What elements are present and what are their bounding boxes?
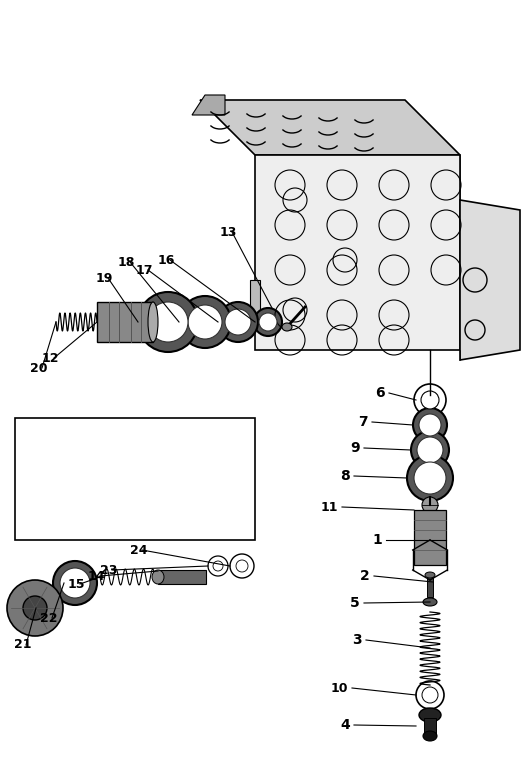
Circle shape [236,560,248,572]
Ellipse shape [148,302,158,342]
Text: 6: 6 [375,386,385,400]
Ellipse shape [282,323,292,331]
Circle shape [213,561,223,571]
Circle shape [422,497,438,513]
Ellipse shape [152,570,164,584]
Circle shape [23,596,47,620]
Text: 7: 7 [359,415,368,429]
Circle shape [413,408,447,442]
Text: 8: 8 [340,469,350,483]
Text: 2: 2 [360,569,370,583]
Polygon shape [460,200,520,360]
Text: 18: 18 [118,256,135,269]
Text: 15: 15 [68,578,86,591]
Text: 14: 14 [88,569,106,582]
Bar [414,510,446,565]
Text: 5: 5 [350,596,360,610]
Circle shape [60,568,90,598]
Polygon shape [255,155,460,350]
Circle shape [230,554,254,578]
Text: 4: 4 [340,718,350,732]
Circle shape [407,455,453,501]
Ellipse shape [423,598,437,606]
Text: 3: 3 [352,633,362,647]
Text: 21: 21 [14,639,32,652]
Text: 12: 12 [42,352,60,365]
Circle shape [422,687,438,703]
Circle shape [414,462,446,494]
Text: 11: 11 [320,500,338,513]
Text: 17: 17 [136,264,154,277]
Circle shape [138,292,198,352]
Bar [97,302,153,342]
Polygon shape [192,95,225,115]
Circle shape [414,384,446,416]
Circle shape [225,309,251,335]
Polygon shape [250,280,260,320]
Circle shape [218,302,258,342]
Text: 9: 9 [351,441,360,455]
Text: 20: 20 [30,362,48,375]
Bar [424,718,436,736]
Circle shape [259,313,277,331]
Circle shape [411,431,449,469]
Circle shape [416,681,444,709]
Bar [427,575,433,597]
Ellipse shape [419,708,441,722]
Circle shape [7,580,63,636]
Ellipse shape [425,572,435,578]
Bar [158,570,206,584]
Circle shape [188,305,222,339]
Text: 10: 10 [331,682,348,695]
Ellipse shape [423,731,437,741]
Circle shape [208,556,228,576]
Circle shape [421,391,439,409]
Polygon shape [200,100,460,155]
Circle shape [419,414,441,436]
Circle shape [254,308,282,336]
Circle shape [148,302,188,342]
Text: 23: 23 [100,564,117,577]
Text: 13: 13 [220,225,238,238]
Text: 16: 16 [158,254,175,267]
Text: 1: 1 [372,533,382,547]
Circle shape [53,561,97,605]
Circle shape [417,437,443,463]
Circle shape [179,296,231,348]
Text: 19: 19 [96,271,114,284]
Text: 22: 22 [40,611,58,624]
Text: 24: 24 [130,544,147,557]
